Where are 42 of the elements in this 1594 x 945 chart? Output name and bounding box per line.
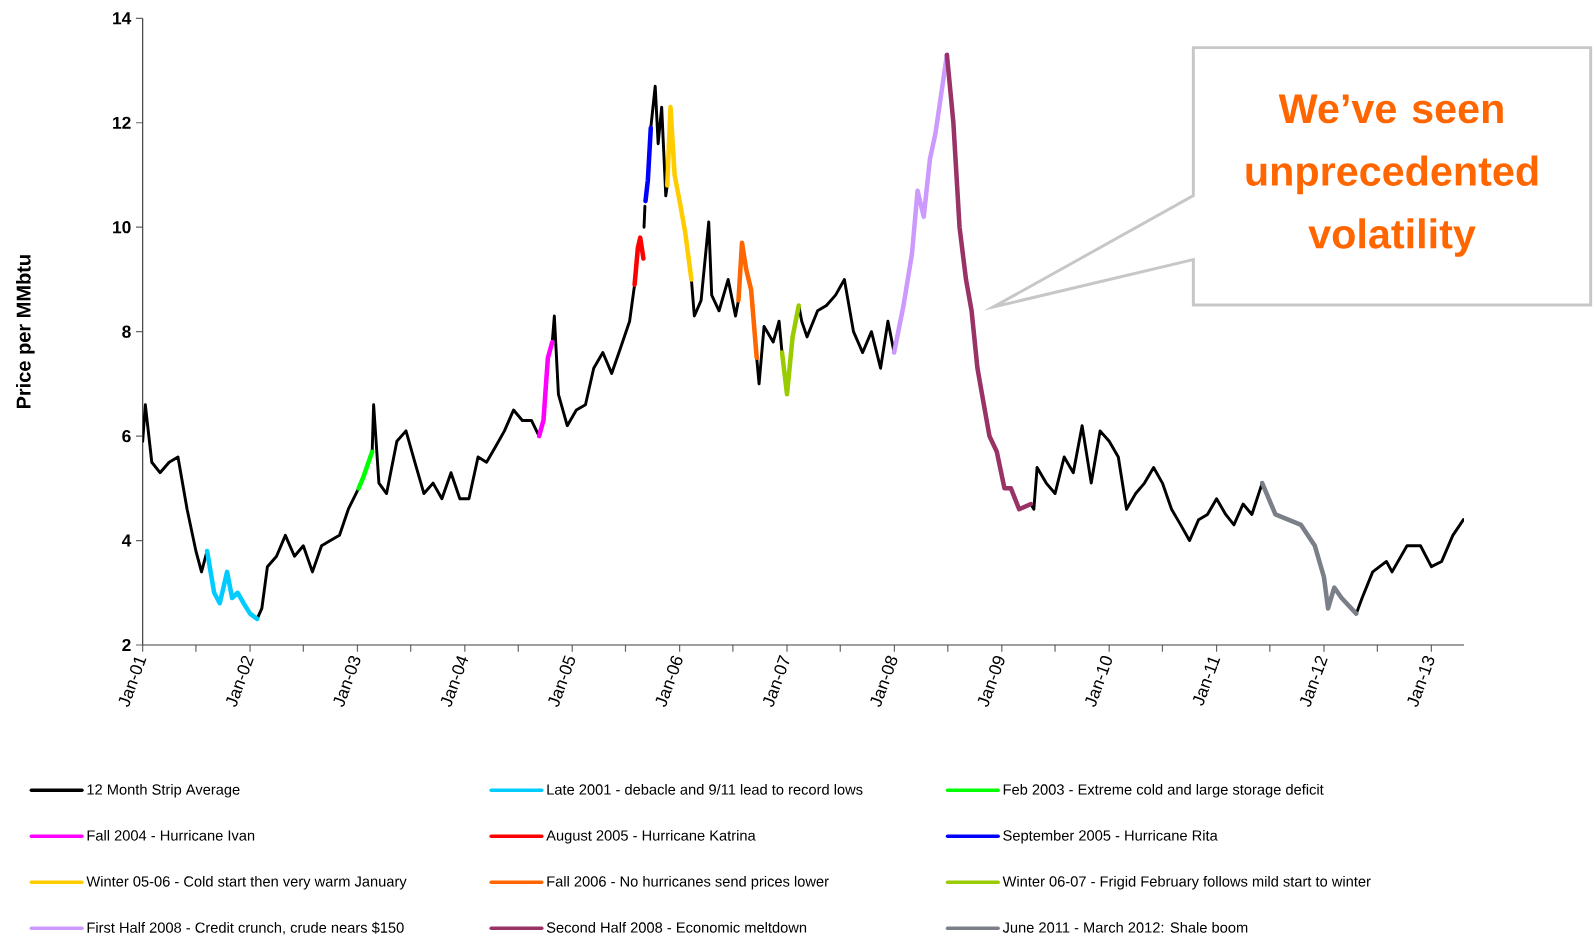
x-tick-label: Jan-03: [333, 655, 361, 707]
line-series: [944, 52, 1034, 512]
y-tick-label: 6: [122, 429, 131, 443]
y-tick-label: 8: [122, 325, 131, 338]
x-tick-label: Jan-07: [762, 654, 790, 707]
line-series: [536, 339, 555, 439]
y-tick-label: 10: [113, 221, 131, 234]
x-tick-label: Jan-11: [1192, 657, 1221, 706]
legend-label: Fall 2006 - No hurricanes send prices lower: [547, 875, 829, 890]
x-tick-label: Jan-08: [870, 655, 898, 707]
legend-label: 12 Month Strip Average: [87, 783, 240, 798]
y-tick-label: 12: [113, 116, 131, 129]
legend-label: Feb 2003 - Extreme cold and large storage deficit: [1003, 783, 1324, 798]
line-series: [1259, 480, 1359, 616]
x-tick-label: Jan-12: [1299, 655, 1328, 707]
x-tick-label: Jan-05: [548, 655, 576, 707]
legend-label: Fall 2004 - Hurricane Ivan: [87, 829, 255, 841]
annotation: We’ve seen unprecedented volatility: [1246, 94, 1538, 257]
x-tick-label: Jan-10: [1085, 656, 1112, 707]
legend-label: Second Half 2008 - Economic meltdown: [546, 921, 807, 933]
line-series: [204, 548, 260, 622]
y-axis-title: Price per MMbtu: [16, 255, 35, 409]
line-series: [665, 104, 694, 282]
x-tick-label: Jan-02: [225, 655, 254, 707]
legend-label: June 2011 - March 2012: Shale boom: [1002, 921, 1248, 933]
legend-label: August 2005 - Hurricane Katrina: [546, 829, 756, 844]
legend-label: Late 2001 - debacle and 9/11 lead to record lows: [547, 783, 863, 795]
line-series: [632, 235, 646, 287]
x-tick-label: Jan-09: [977, 656, 1005, 707]
x-tick-label: Jan-04: [440, 656, 469, 707]
x-tick-label: Jan-06: [655, 655, 683, 707]
y-tick-label: 4: [121, 534, 132, 547]
legend-label: Winter 06-07 - Frigid February follows mild start to winter: [1002, 875, 1371, 890]
y-tick-label: 2: [122, 638, 131, 652]
legend-label: September 2005 - Hurricane Rita: [1003, 829, 1218, 844]
x-tick-label: Jan-13: [1407, 655, 1435, 707]
y-tick-label: 14: [113, 12, 132, 25]
line-series: [779, 303, 802, 397]
x-tick-label: Jan-01: [118, 657, 147, 707]
legend-label: Winter 05-06 - Cold start then very warm January: [86, 875, 407, 890]
line-series: [736, 240, 759, 361]
legend-label: First Half 2008 - Credit crunch, crude nears $150: [87, 921, 404, 935]
